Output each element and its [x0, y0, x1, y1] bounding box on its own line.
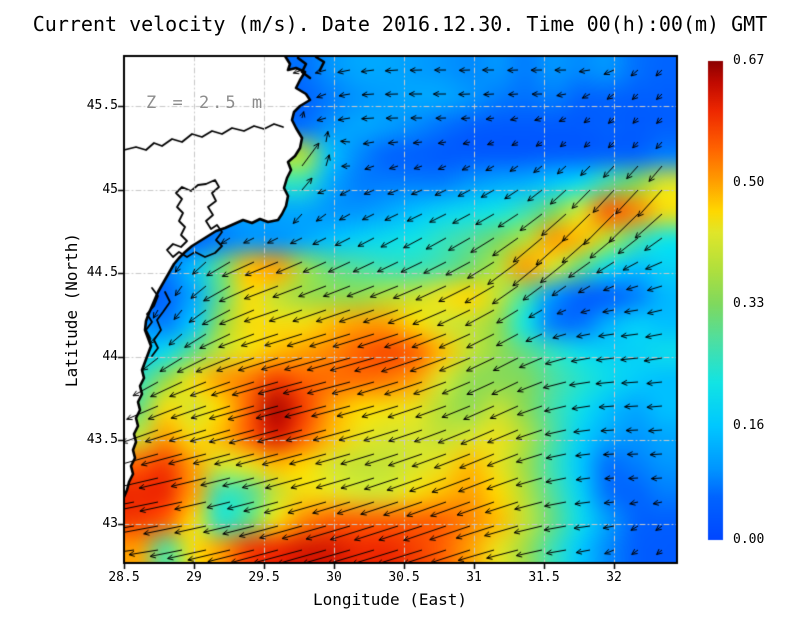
y-tick-label: 44 — [102, 348, 118, 364]
colorbar-tick-label: 0.16 — [733, 417, 765, 433]
colorbar-tick-label: 0.33 — [733, 296, 765, 312]
x-axis-label: Longitude (East) — [312, 590, 468, 609]
x-tick-label: 31.5 — [528, 570, 560, 585]
colorbar-tick-label: 0.67 — [733, 53, 765, 68]
y-axis-label: Latitude (North) — [62, 232, 81, 388]
y-tick-label: 43.5 — [86, 432, 118, 448]
x-tick-label: 31 — [466, 570, 482, 585]
x-tick-label: 30 — [326, 570, 342, 585]
y-tick-label: 45.5 — [86, 98, 118, 114]
y-tick-label: 43 — [102, 515, 118, 531]
x-tick-label: 29 — [186, 570, 202, 585]
x-tick-label: 32 — [606, 570, 622, 585]
y-tick-label: 45 — [102, 181, 118, 197]
x-tick-label: 28.5 — [108, 570, 140, 585]
colorbar-tick-label: 0.00 — [733, 532, 765, 547]
depth-annotation: Z = 2.5 m — [146, 93, 266, 113]
y-tick-label: 44.5 — [86, 265, 118, 281]
x-tick-label: 29.5 — [248, 570, 280, 585]
colorbar-tick-label: 0.50 — [733, 174, 765, 190]
x-tick-label: 30.5 — [388, 570, 420, 585]
